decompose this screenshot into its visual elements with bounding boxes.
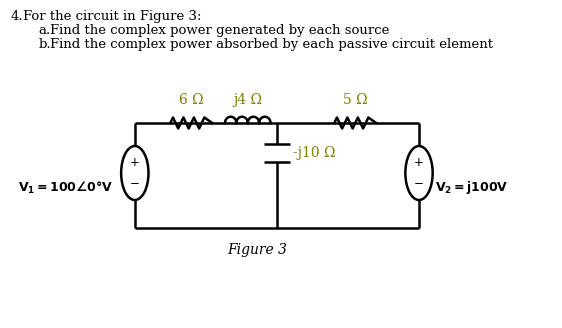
Text: 6 Ω: 6 Ω <box>179 93 203 107</box>
Text: $\mathbf{V_1}$$\mathbf{ =100\angle0°V}$: $\mathbf{V_1}$$\mathbf{ =100\angle0°V}$ <box>18 180 114 196</box>
Text: 4.: 4. <box>11 10 24 23</box>
Text: +: + <box>414 155 424 169</box>
Text: For the circuit in Figure 3:: For the circuit in Figure 3: <box>23 10 201 23</box>
Text: −: − <box>130 177 140 191</box>
Text: Find the complex power generated by each source: Find the complex power generated by each… <box>50 24 389 37</box>
Text: 5 Ω: 5 Ω <box>343 93 368 107</box>
Text: +: + <box>130 155 140 169</box>
Text: a.: a. <box>38 24 51 37</box>
Text: Figure 3: Figure 3 <box>227 243 287 257</box>
Text: Find the complex power absorbed by each passive circuit element: Find the complex power absorbed by each … <box>50 38 493 51</box>
Text: $\mathbf{V_2}$$\mathbf{ = j100V}$: $\mathbf{V_2}$$\mathbf{ = j100V}$ <box>436 179 509 196</box>
Text: −: − <box>414 177 424 191</box>
Text: j4 Ω: j4 Ω <box>233 93 262 107</box>
Text: -j10 Ω: -j10 Ω <box>293 146 336 160</box>
Text: b.: b. <box>38 38 51 51</box>
